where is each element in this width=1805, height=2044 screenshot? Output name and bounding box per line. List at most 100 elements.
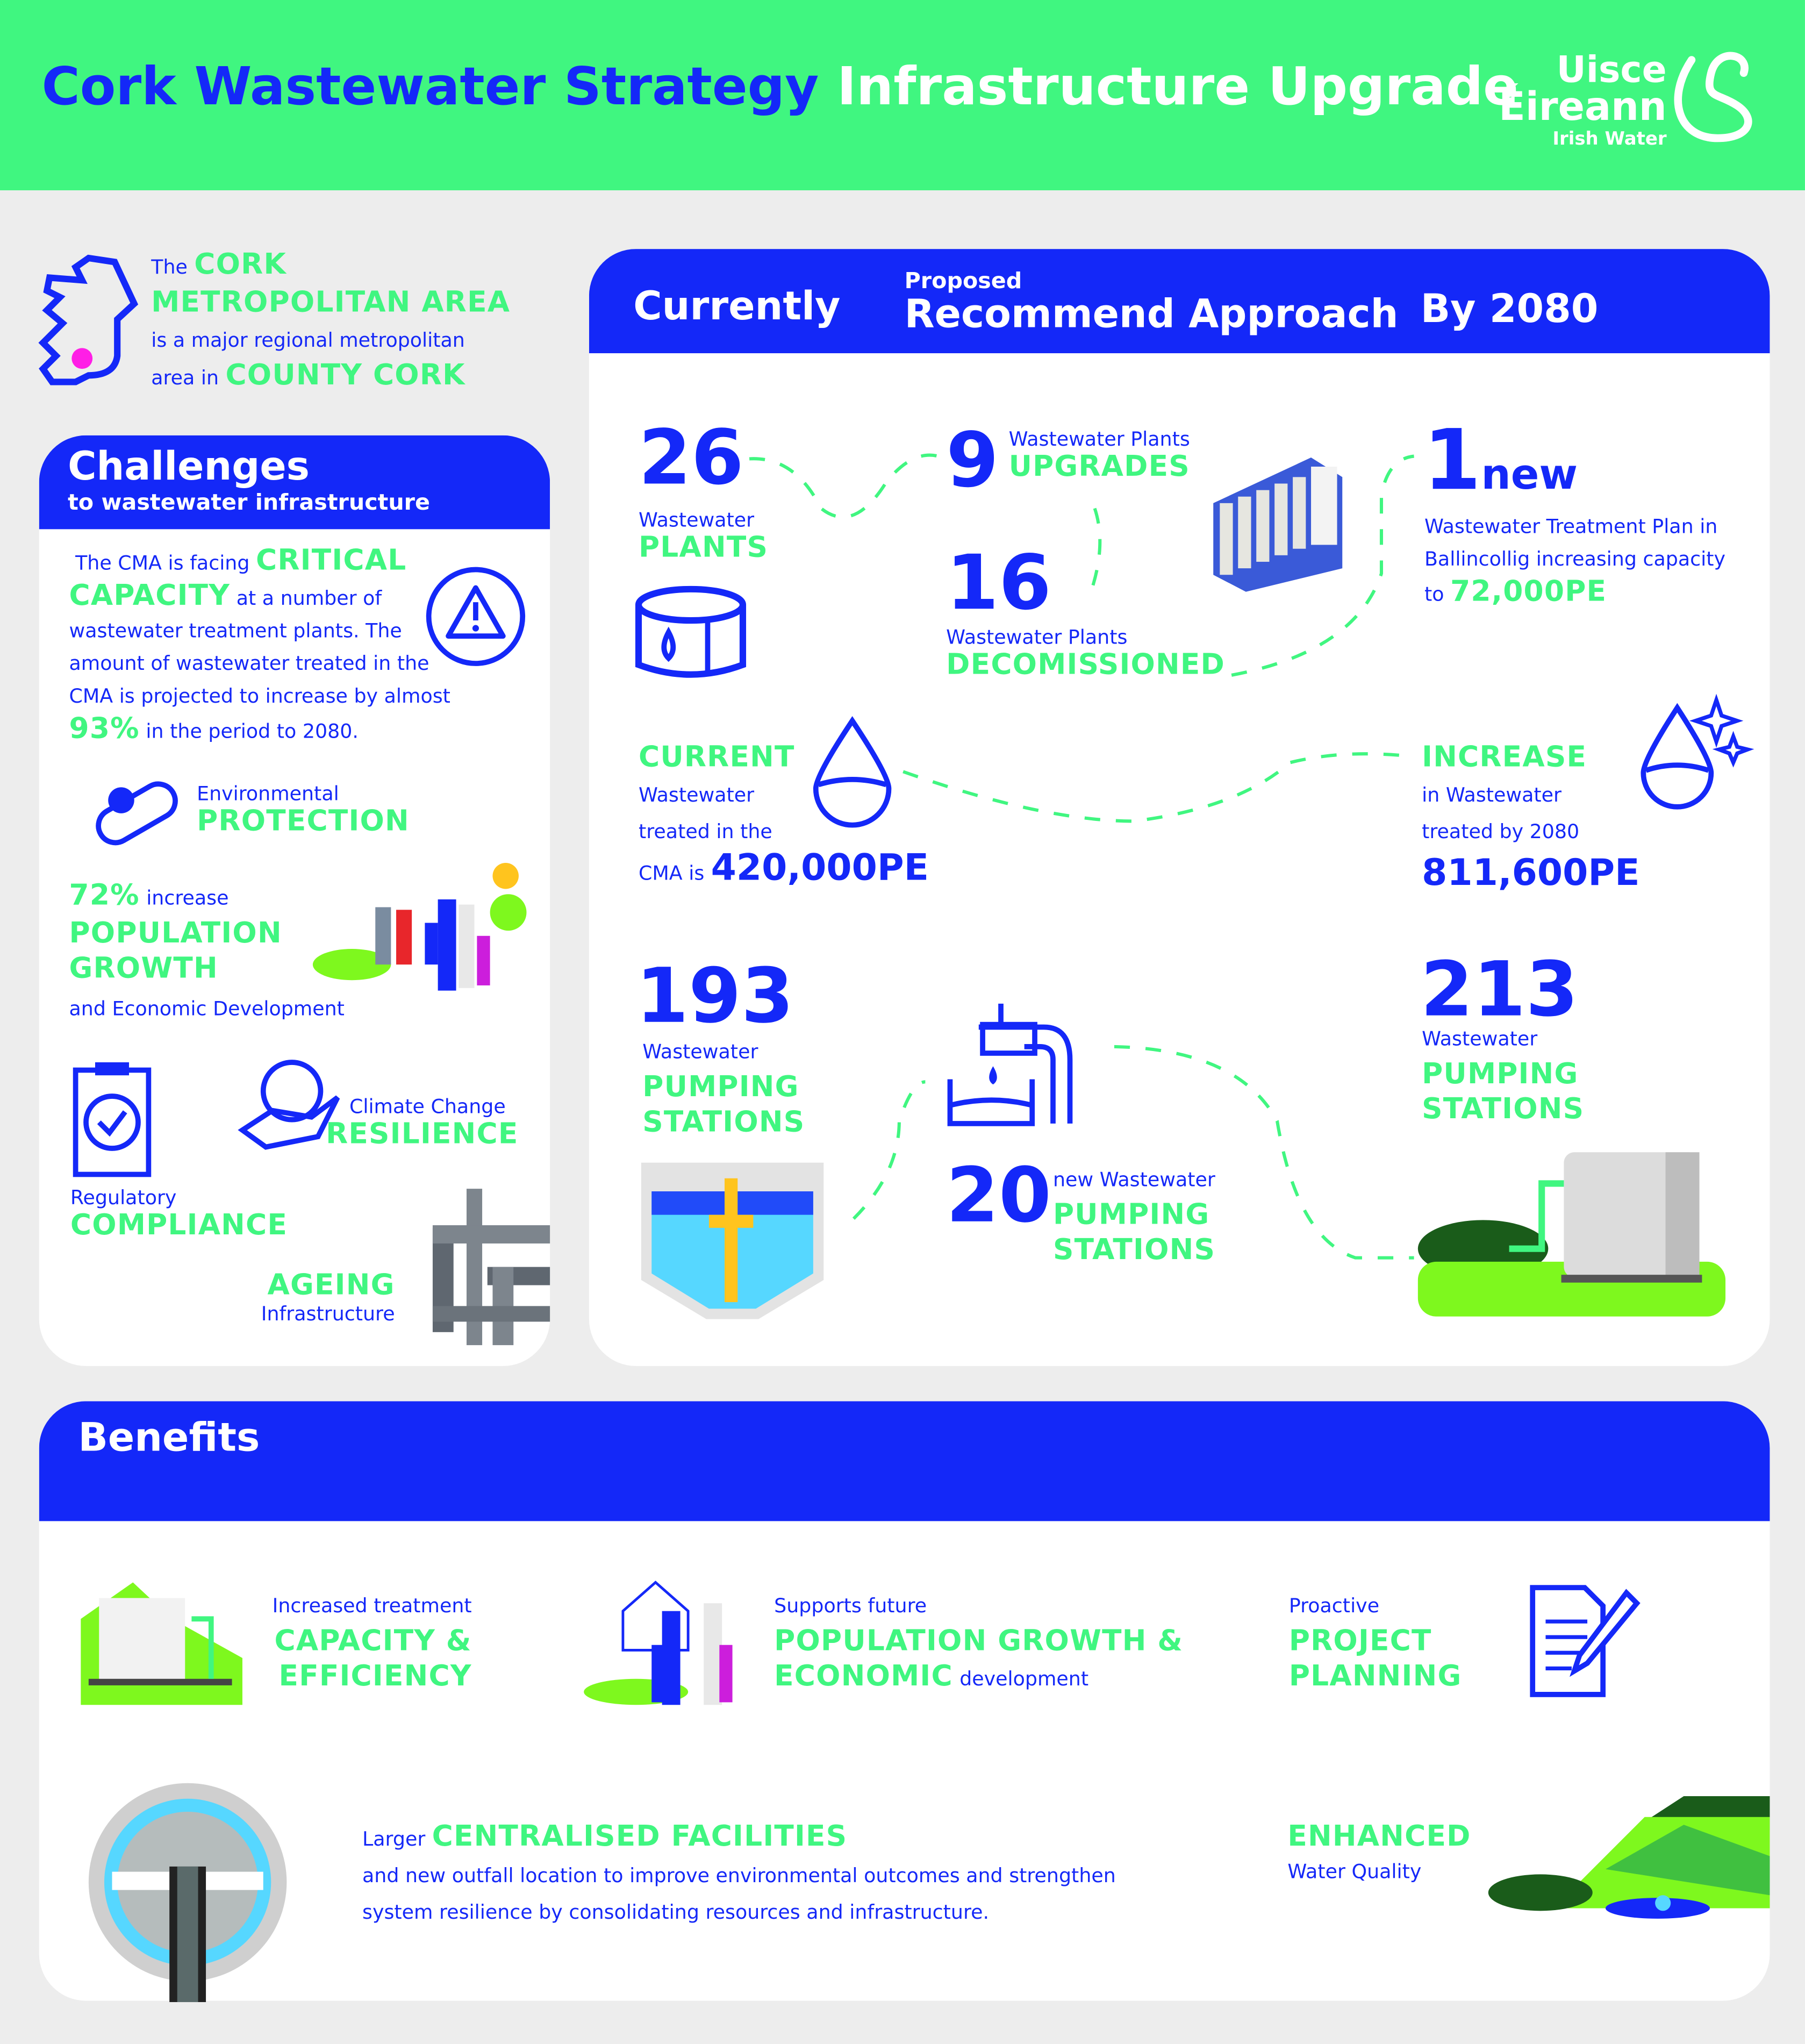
logo: Uisce Éireann Irish Water xyxy=(1499,48,1667,150)
plants-head: PLANTS xyxy=(639,532,769,564)
intro-desc: is a major regional metropolitan xyxy=(151,328,465,352)
current-l1: Wastewater xyxy=(639,783,755,807)
logo-line1: Uisce xyxy=(1556,48,1667,91)
env-text: Environmental PROTECTION xyxy=(197,782,410,838)
tab-currently: Currently xyxy=(633,284,841,330)
intro-text: The CORK METROPOLITAN AREA is a major re… xyxy=(151,248,510,396)
pnew-label: new Wastewater xyxy=(1052,1168,1215,1191)
strategy-header xyxy=(589,249,1770,354)
warning-icon xyxy=(426,567,526,666)
increase-text: INCREASE in Wastewater treated by 2080 8… xyxy=(1422,740,1639,891)
plants-text: Wastewater PLANTS xyxy=(639,509,768,564)
pumping-new-text: new Wastewater PUMPING STATIONS xyxy=(1053,1163,1215,1268)
current-l3: CMA is xyxy=(639,861,705,885)
pumping-now-count: 193 xyxy=(636,951,794,1040)
t4: amount of wastewater treated in the xyxy=(69,652,429,675)
env-label: Environmental xyxy=(197,782,339,806)
tap-water-icon xyxy=(947,1003,1073,1126)
ageing-head: AGEING xyxy=(267,1269,395,1303)
pipes-illustration-icon xyxy=(432,1189,550,1346)
t3: wastewater treatment plants. The xyxy=(69,619,402,643)
current-l2: treated in the xyxy=(639,820,772,844)
new-plant-count: 1 xyxy=(1423,413,1481,510)
treatment-plant-illustration-icon xyxy=(81,1582,242,1705)
water-quality-benefit: ENHANCED Water Quality xyxy=(1287,1820,1471,1890)
climate-text: Climate Change RESILIENCE xyxy=(326,1095,519,1151)
challenges-title: Challenges xyxy=(68,444,310,490)
increase-l1: in Wastewater xyxy=(1422,783,1562,807)
pop-sub: and Economic Development xyxy=(69,997,345,1021)
compliance-text: Regulatory COMPLIANCE xyxy=(70,1186,288,1242)
ageing-text: AGEING Infrastructure xyxy=(209,1269,395,1325)
title-part2: Infrastructure Upgrade xyxy=(837,57,1519,118)
population-text: 72% increase POPULATION GROWTH and Econo… xyxy=(69,878,344,1027)
pct: 93% xyxy=(69,713,140,746)
title-part1: Cork Wastewater Strategy xyxy=(41,57,819,118)
intro-cork: CORK xyxy=(194,249,287,282)
plants-count: 26 xyxy=(639,413,744,502)
popb-h2: ECONOMIC xyxy=(774,1660,953,1693)
pn-label: Wastewater xyxy=(642,1040,758,1064)
filtration-unit-illustration-icon xyxy=(1213,457,1343,592)
climate-label: Climate Change xyxy=(349,1095,506,1119)
np-val: 72,000PE xyxy=(1450,576,1607,609)
new-plant-heading: 1new xyxy=(1423,420,1578,503)
popb-label: Supports future xyxy=(774,1594,927,1618)
np-l2: Ballincollig increasing capacity xyxy=(1424,547,1726,571)
pn-h2: STATIONS xyxy=(642,1106,805,1140)
pn-h1: PUMPING xyxy=(642,1071,799,1104)
benefits-header xyxy=(39,1401,1770,1521)
np-to: to xyxy=(1424,582,1444,606)
tab-proposed-label: Proposed xyxy=(904,268,1022,295)
decommissioned-text: Wastewater Plants DECOMISSIONED xyxy=(946,626,1225,682)
environment-protection-icon xyxy=(96,781,178,846)
logo-swirl-icon xyxy=(1674,52,1752,142)
central-head: CENTRALISED FACILITIES xyxy=(432,1821,848,1854)
current-val: 420,000PE xyxy=(711,846,929,889)
env-head: PROTECTION xyxy=(197,805,410,838)
challenges-header: Challenges to wastewater infrastructure xyxy=(39,435,550,530)
pumping-tank-illustration-icon xyxy=(641,1162,824,1319)
benefits-title: Benefits xyxy=(78,1416,260,1461)
family-house-illustration-icon xyxy=(584,1581,733,1705)
critical-capacity-text: The CMA is facing CRITICAL CAPACITY at a… xyxy=(69,545,473,748)
decommissioned-label: Wastewater Plants xyxy=(946,625,1128,649)
family-illustration-icon xyxy=(312,863,527,991)
central-pre: Larger xyxy=(362,1827,426,1851)
water-drop-icon xyxy=(813,716,892,828)
climate-head: RESILIENCE xyxy=(326,1118,519,1151)
t2: at a number of xyxy=(236,587,382,610)
capacity-benefit: Increased treatment CAPACITY & EFFICIENCY xyxy=(263,1589,472,1694)
landscape-water-illustration-icon xyxy=(1488,1796,1770,1919)
cap-label: Increased treatment xyxy=(272,1594,472,1618)
plants-label: Wastewater xyxy=(639,508,755,532)
pop-h2: GROWTH xyxy=(69,953,218,985)
popb-h1: POPULATION GROWTH & xyxy=(774,1625,1184,1658)
pf-h1: PUMPING xyxy=(1422,1058,1579,1091)
plan-label: Proactive xyxy=(1288,1594,1380,1618)
storage-tank-landscape-illustration-icon xyxy=(1417,1152,1726,1317)
tab-recommend-approach: Recommend Approach xyxy=(904,292,1399,338)
cap-h1: CAPACITY & xyxy=(274,1625,472,1658)
t1: The CMA is facing xyxy=(75,551,250,575)
page-title: Cork Wastewater Strategy Infrastructure … xyxy=(42,58,1519,118)
popb-tail: development xyxy=(959,1667,1089,1691)
header-bar xyxy=(0,0,1805,190)
increase-l2: treated by 2080 xyxy=(1422,820,1580,844)
new-plant-text: Wastewater Treatment Plan in Ballincolli… xyxy=(1424,511,1725,611)
logo-line2: Éireann xyxy=(1499,84,1667,131)
upgrades-label: Wastewater Plants xyxy=(1008,427,1190,451)
ireland-map-icon xyxy=(38,254,139,385)
upgrades-count: 9 xyxy=(946,416,999,505)
dashed-connector-lines xyxy=(749,453,1414,1260)
ageing-label: Infrastructure xyxy=(261,1302,395,1326)
current-text: CURRENT Wastewater treated in the CMA is… xyxy=(639,740,929,891)
h2: CAPACITY xyxy=(69,580,231,613)
compliance-head: COMPLIANCE xyxy=(70,1209,288,1242)
water-label: Water Quality xyxy=(1287,1860,1422,1884)
intro-metro: METROPOLITAN AREA xyxy=(151,287,511,320)
t6: in the period to 2080. xyxy=(146,719,359,743)
pop-pct: 72% xyxy=(69,880,140,913)
logo-line3: Irish Water xyxy=(1552,129,1667,150)
compliance-label: Regulatory xyxy=(70,1186,177,1210)
